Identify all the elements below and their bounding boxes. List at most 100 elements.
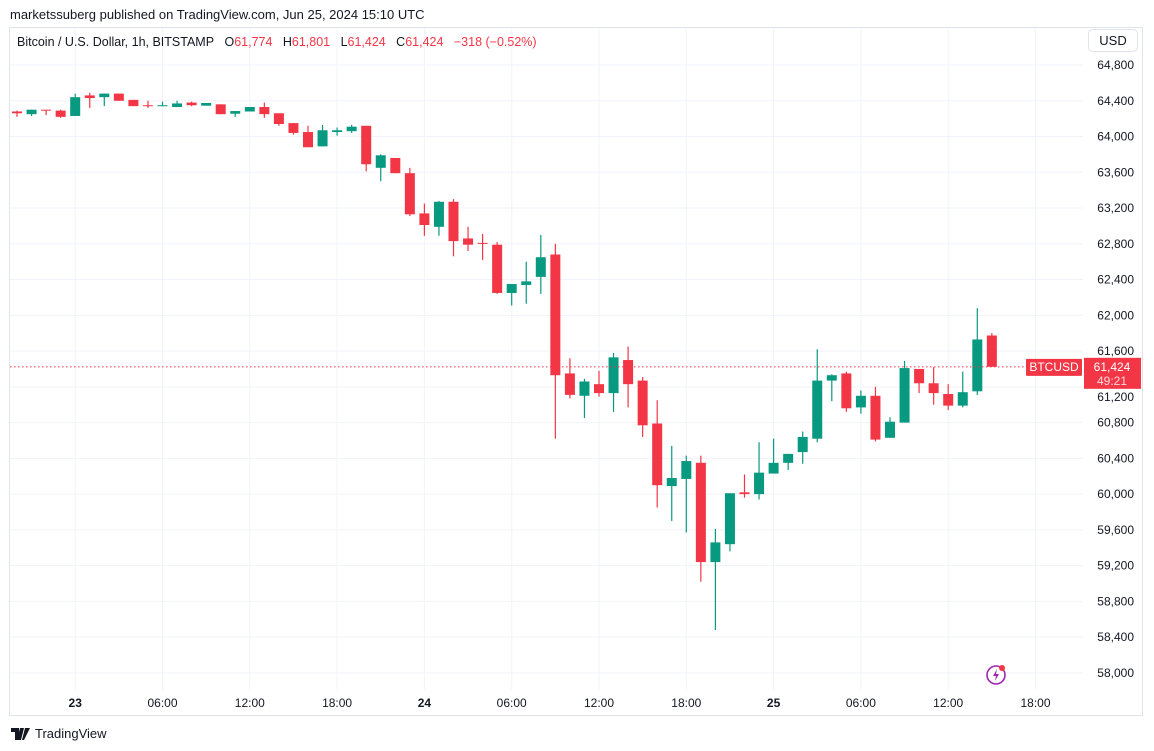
candle [550,243,561,439]
candle-body [957,392,968,406]
alert-lightning-icon[interactable] [986,665,1006,685]
y-tick-label: 64,800 [1097,58,1134,72]
open-label: O [224,35,235,49]
candle [637,377,648,437]
candle [70,93,81,116]
candle [375,154,386,182]
y-tick-label: 62,000 [1097,308,1134,322]
publish-info: marketssuberg published on TradingView.c… [10,7,425,22]
candle [972,308,983,395]
candle [943,384,954,411]
candle-body [303,132,313,148]
y-tick-label: 63,200 [1097,201,1134,215]
candle [142,100,153,108]
candle [710,528,721,631]
candle [492,242,503,294]
candle [797,431,808,464]
candle-body [594,384,604,394]
y-tick-label: 59,600 [1097,523,1134,537]
y-tick-label: 62,400 [1097,273,1134,287]
y-tick-label: 64,400 [1097,94,1134,108]
candle [812,349,823,443]
candle-body [142,105,153,107]
candle-body [943,393,954,406]
candle [448,199,459,257]
candle-body [623,360,634,385]
footer-brand: TradingView [11,726,107,741]
candle-body [550,254,561,376]
candle-body [826,375,837,381]
candle-body [259,107,270,115]
candle-body [739,492,750,495]
candle [477,233,488,260]
candle [215,104,226,115]
y-tick-label: 60,000 [1097,487,1134,501]
candle-body [797,436,808,453]
y-tick-label: 61,600 [1097,344,1134,358]
candle-body [972,339,983,392]
x-tick-label: 18:00 [322,696,352,710]
low-label: L [340,35,348,49]
candle-body [666,478,677,487]
candle-body [70,97,81,116]
high-label: H [282,35,292,49]
candle [841,371,852,412]
candle [346,124,357,133]
candle [855,390,866,414]
candle [695,455,706,582]
currency-button[interactable]: USD [1088,29,1138,52]
candle-body [244,107,255,112]
last-price-label: 61,424 49:21 [1084,357,1141,389]
candle-body [608,357,619,394]
y-tick-label: 58,800 [1097,594,1134,608]
candle-body [986,335,997,367]
candle [957,371,968,408]
y-tick-label: 64,000 [1097,130,1134,144]
candle-body [55,110,66,117]
candle-body [710,542,721,563]
candle [506,284,517,306]
candle-body [695,462,706,563]
candle-body [899,368,910,423]
candle [579,378,590,419]
candle-body [564,373,575,395]
y-tick-label: 60,400 [1097,451,1134,465]
candle-body [361,125,372,165]
x-tick-label: 12:00 [933,696,963,710]
x-tick-label: 06:00 [846,696,876,710]
y-tick-label: 58,400 [1097,630,1134,644]
candle [273,113,284,126]
y-tick-label: 58,000 [1097,666,1134,680]
x-tick-label: 06:00 [147,696,177,710]
candle [608,352,619,412]
candle [783,453,794,470]
candle-body [26,109,37,115]
candle [390,157,401,174]
candle-body [477,242,488,244]
x-tick-label: 12:00 [235,696,265,710]
y-tick-label: 59,200 [1097,559,1134,573]
candle [55,109,66,118]
candle [99,93,110,107]
x-tick-label: 06:00 [497,696,527,710]
candle-body [128,99,139,107]
candle-body [463,238,474,245]
symbol-description: Bitcoin / U.S. Dollar, 1h, BITSTAMP [17,35,215,49]
price-axis: 64,800 64,400 64,000 63,600 63,200 62,800 62,4… [1097,58,1134,680]
candle [84,92,95,108]
x-tick-label: 18:00 [1020,696,1050,710]
candle-body [317,130,328,147]
candle [652,400,663,508]
candle [172,100,183,108]
candle [564,358,575,399]
candle-body [230,111,241,114]
candle [521,261,532,304]
candle-body [914,368,925,384]
candle [41,109,52,116]
y-tick-label: 61,200 [1097,390,1134,404]
footer-brand-label: TradingView [35,726,107,741]
candle-body [506,284,517,293]
candle [739,474,750,498]
x-tick-label: 23 [69,696,83,710]
